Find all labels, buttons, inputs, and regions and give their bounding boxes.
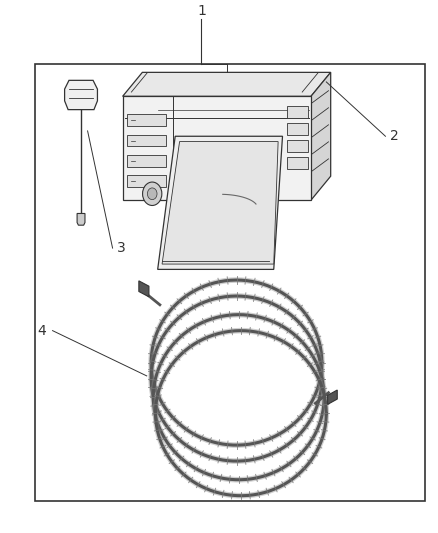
Polygon shape: [328, 390, 337, 405]
Circle shape: [147, 188, 157, 200]
Polygon shape: [311, 72, 331, 200]
Polygon shape: [162, 142, 278, 264]
Bar: [287, 123, 308, 135]
Text: 4: 4: [37, 324, 46, 337]
Bar: [127, 115, 166, 126]
Text: 3: 3: [117, 241, 126, 255]
Text: 1: 1: [197, 4, 206, 18]
Circle shape: [143, 182, 162, 206]
Bar: [127, 155, 166, 167]
Polygon shape: [64, 80, 97, 110]
Bar: [35, 64, 425, 501]
Polygon shape: [123, 96, 311, 200]
Bar: [127, 135, 166, 147]
Polygon shape: [123, 72, 331, 96]
Bar: [127, 175, 166, 187]
Polygon shape: [158, 136, 283, 269]
Bar: [287, 106, 308, 118]
Polygon shape: [139, 281, 149, 297]
Polygon shape: [77, 214, 85, 225]
Text: 2: 2: [390, 130, 399, 143]
Bar: [287, 157, 308, 169]
Bar: [287, 140, 308, 152]
